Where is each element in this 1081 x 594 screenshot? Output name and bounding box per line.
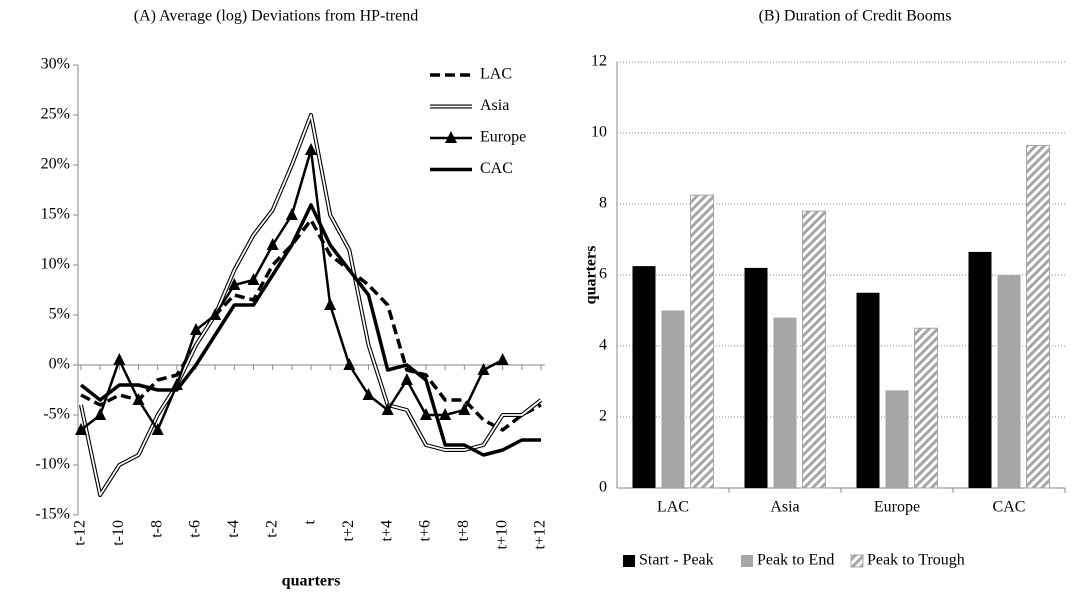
- marker: [151, 423, 164, 435]
- marker: [266, 238, 279, 250]
- x-tick-label: t-10: [110, 520, 127, 546]
- y-tick-label: 2: [599, 408, 607, 425]
- legend-label: Peak to End: [757, 552, 834, 569]
- bar: [997, 275, 1021, 488]
- chart-title: (A) Average (log) Deviations from HP-tre…: [134, 8, 419, 25]
- legend-label: Start - Peak: [639, 552, 714, 569]
- y-tick-label: 25%: [41, 106, 70, 123]
- marker: [113, 353, 126, 365]
- bar: [632, 266, 656, 488]
- x-tick-label: t-8: [148, 520, 165, 538]
- y-tick-label: 12: [591, 53, 607, 70]
- x-tick-label: t-2: [263, 520, 280, 538]
- y-tick-label: -5%: [43, 406, 70, 423]
- marker: [458, 403, 471, 415]
- line-series: [80, 114, 542, 496]
- x-tick-label: t+8: [455, 520, 472, 541]
- marker: [362, 388, 375, 400]
- marker: [94, 408, 107, 420]
- marker: [190, 323, 202, 335]
- legend-label: LAC: [480, 66, 512, 83]
- marker: [75, 423, 87, 435]
- legend-label: Europe: [480, 129, 526, 146]
- x-tick-label: t-12: [72, 520, 89, 546]
- bar: [690, 194, 714, 489]
- x-tick-label: t-4: [225, 520, 242, 538]
- legend-swatch: [850, 554, 864, 568]
- bar: [744, 267, 768, 488]
- y-tick-label: 30%: [41, 56, 70, 73]
- marker: [343, 358, 356, 370]
- x-tick-label: Europe: [874, 499, 920, 516]
- x-tick-label: t+12: [532, 520, 549, 549]
- x-tick-label: t: [302, 519, 319, 524]
- marker: [209, 308, 222, 320]
- legend-label: Asia: [480, 97, 509, 114]
- bar: [856, 292, 880, 488]
- marker: [439, 408, 452, 420]
- bar: [773, 317, 797, 488]
- marker: [228, 278, 241, 290]
- y-tick-label: 8: [599, 195, 607, 212]
- line-series: [80, 218, 542, 432]
- bar: [1026, 144, 1050, 489]
- legend-swatch: [741, 555, 753, 567]
- marker: [247, 273, 260, 285]
- chart-title: (B) Duration of Credit Booms: [759, 8, 952, 25]
- marker: [305, 143, 317, 155]
- line-series: [79, 203, 541, 457]
- bar: [661, 310, 685, 488]
- y-tick-label: 0: [599, 479, 607, 496]
- bar: [802, 210, 826, 489]
- line-series: [79, 113, 543, 497]
- marker: [400, 373, 413, 385]
- legend-label: Peak to Trough: [867, 552, 965, 569]
- y-tick-label: 6: [599, 266, 607, 283]
- y-tick-label: 0%: [49, 356, 70, 373]
- x-tick-label: LAC: [657, 499, 689, 516]
- y-tick-label: 4: [599, 337, 607, 354]
- y-tick-label: -15%: [35, 506, 70, 523]
- legend-swatch: [623, 555, 635, 567]
- bar: [968, 251, 992, 488]
- y-tick-label: 10%: [41, 256, 70, 273]
- marker: [496, 353, 509, 365]
- y-tick-label: 10: [591, 124, 607, 141]
- marker: [420, 408, 432, 420]
- y-tick-label: 15%: [41, 206, 70, 223]
- x-axis-label: quarters: [282, 573, 341, 590]
- x-tick-label: t+2: [340, 520, 357, 541]
- x-tick-label: CAC: [993, 499, 1026, 516]
- y-tick-label: 5%: [49, 306, 70, 323]
- marker: [132, 393, 145, 405]
- y-axis-label: quarters: [583, 246, 600, 305]
- bar: [885, 390, 909, 488]
- legend-swatch: [445, 131, 457, 143]
- marker: [477, 363, 490, 375]
- marker: [285, 208, 298, 220]
- x-tick-label: Asia: [770, 499, 799, 516]
- bar: [914, 327, 938, 489]
- x-tick-label: t-6: [187, 520, 204, 538]
- y-tick-label: 20%: [41, 156, 70, 173]
- x-tick-label: t+6: [417, 520, 434, 541]
- y-tick-label: -10%: [35, 456, 70, 473]
- x-tick-label: t+4: [378, 520, 395, 541]
- x-tick-label: t+10: [493, 520, 510, 549]
- legend-label: CAC: [480, 160, 513, 177]
- marker: [381, 403, 394, 415]
- marker: [324, 298, 337, 310]
